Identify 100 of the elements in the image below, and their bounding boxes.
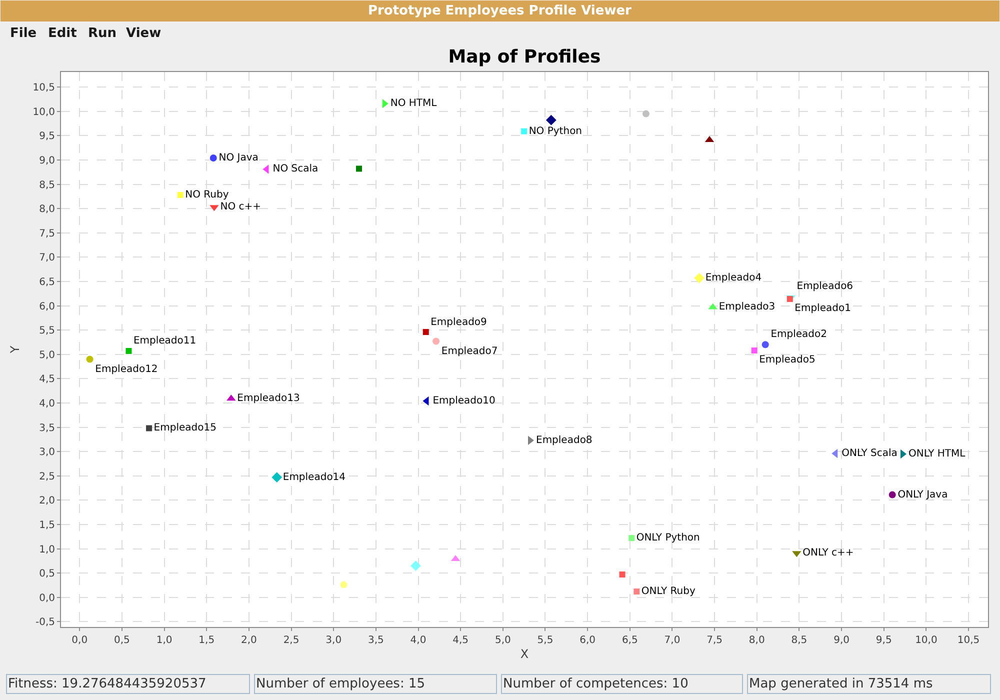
y-tick-label: 6,5 <box>39 276 55 288</box>
y-tick-label: 8,5 <box>39 180 55 191</box>
y-tick-label: 5,0 <box>39 350 55 361</box>
text: View <box>126 26 162 41</box>
y-tick-label: 10,5 <box>32 82 55 94</box>
x-tick-label: 0,5 <box>114 635 130 646</box>
y-tick-label: 1,5 <box>39 520 55 531</box>
series-label: Empleado1 <box>794 303 851 314</box>
point <box>642 110 650 118</box>
point <box>619 572 626 578</box>
text: Map generated in 73514 ms <box>749 676 933 692</box>
y-tick-label: 9,0 <box>39 155 55 166</box>
point <box>628 535 635 542</box>
point <box>546 114 556 126</box>
point <box>126 348 132 354</box>
y-tick-label: 4,0 <box>39 398 55 410</box>
series-label: NO c++ <box>220 202 262 213</box>
text: Edit <box>48 26 77 41</box>
series-label: NO HTML <box>390 98 438 110</box>
series-label: ONLY Java <box>898 489 948 500</box>
x-tick-label: 9,5 <box>876 635 892 646</box>
series-label: NO Scala <box>272 164 318 175</box>
x-tick-label: 1,0 <box>156 635 172 646</box>
x-tick-label: 4,0 <box>410 635 426 646</box>
y-tick-label: 7,5 <box>39 228 55 240</box>
text: Fitness: 19.276484435920537 <box>8 676 206 692</box>
x-tick-label: 1,5 <box>198 635 215 646</box>
y-tick-label: 9,5 <box>39 131 55 142</box>
x-tick-label: 10,0 <box>915 635 938 646</box>
series-label: Empleado3 <box>718 302 776 313</box>
point <box>210 154 217 162</box>
point <box>634 588 640 595</box>
series-label: Empleado4 <box>705 272 762 284</box>
x-tick-label: 8,0 <box>748 635 765 646</box>
series-label: NO Ruby <box>185 189 229 200</box>
y-tick-label: 1,0 <box>39 544 55 556</box>
x-tick-label: 3,0 <box>326 635 342 646</box>
point <box>177 192 184 198</box>
series-label: Empleado2 <box>770 328 828 340</box>
series-label: Empleado6 <box>796 281 854 292</box>
series-label: NO Python <box>528 126 582 137</box>
x-tick-label: 3,5 <box>368 635 384 646</box>
y-tick-label: 2,5 <box>39 471 55 482</box>
text: Number of employees: 15 <box>256 676 426 692</box>
y-tick-label: 0,5 <box>39 568 55 580</box>
series-label: ONLY Python <box>636 532 700 544</box>
series-label: Empleado9 <box>430 316 487 328</box>
series-label: Empleado13 <box>237 393 300 404</box>
point <box>340 581 348 588</box>
x-tick-label: 7,5 <box>706 635 723 646</box>
text: Prototype Employees Profile Viewer <box>368 4 632 18</box>
x-tick-label: 2,0 <box>240 635 257 646</box>
y-tick-label: 4,5 <box>39 374 55 386</box>
series-label: Empleado7 <box>441 346 498 358</box>
text: Number of competences: 10 <box>503 676 688 692</box>
point <box>356 166 362 172</box>
x-tick-label: 6,5 <box>622 635 638 646</box>
series-label: ONLY HTML <box>908 448 966 460</box>
text: Run <box>88 26 117 41</box>
text: File <box>10 26 37 41</box>
point <box>146 425 152 432</box>
x-tick-label: 0,0 <box>72 635 88 646</box>
y-tick-label: 7,0 <box>39 252 55 264</box>
series-label: ONLY Ruby <box>641 586 696 598</box>
series-label: Empleado12 <box>95 364 158 376</box>
chart-title: Map of Profiles <box>448 46 601 68</box>
x-tick-label: 5,0 <box>494 635 511 646</box>
x-tick-label: 8,5 <box>791 635 808 646</box>
x-tick-label: 2,5 <box>283 635 300 646</box>
series-label: ONLY Scala <box>842 448 898 459</box>
y-tick-label: 10,0 <box>32 106 55 118</box>
point <box>888 491 896 498</box>
series-label: Empleado5 <box>759 354 816 366</box>
y-tick-label: 2,0 <box>39 496 55 507</box>
point <box>751 347 758 354</box>
y-tick-label: 8,0 <box>39 204 55 216</box>
y-tick-label: 5,5 <box>39 326 55 337</box>
point <box>762 341 769 348</box>
point <box>272 472 282 483</box>
point <box>86 356 94 363</box>
point <box>410 560 421 571</box>
point <box>521 128 528 134</box>
series-label: Empleado14 <box>282 472 346 483</box>
point <box>786 296 793 302</box>
series-label: Empleado15 <box>154 422 216 434</box>
point <box>694 272 705 284</box>
x-tick-label: 6,0 <box>580 635 596 646</box>
y-tick-label: 3,0 <box>39 447 55 458</box>
series-label: Empleado10 <box>432 396 496 407</box>
point <box>422 329 429 335</box>
x-tick-label: 4,5 <box>452 635 469 646</box>
series-label: Empleado8 <box>536 434 592 446</box>
x-tick-label: 5,5 <box>537 635 554 646</box>
x-tick-label: 9,0 <box>834 635 850 646</box>
series-label: Empleado11 <box>133 336 196 347</box>
y-tick-label: 6,0 <box>39 301 55 312</box>
series-label: ONLY c++ <box>802 548 854 559</box>
y-tick-label: 0,0 <box>39 592 55 604</box>
y-tick-label: 3,5 <box>39 422 55 434</box>
x-tick-label: 7,0 <box>664 635 680 646</box>
